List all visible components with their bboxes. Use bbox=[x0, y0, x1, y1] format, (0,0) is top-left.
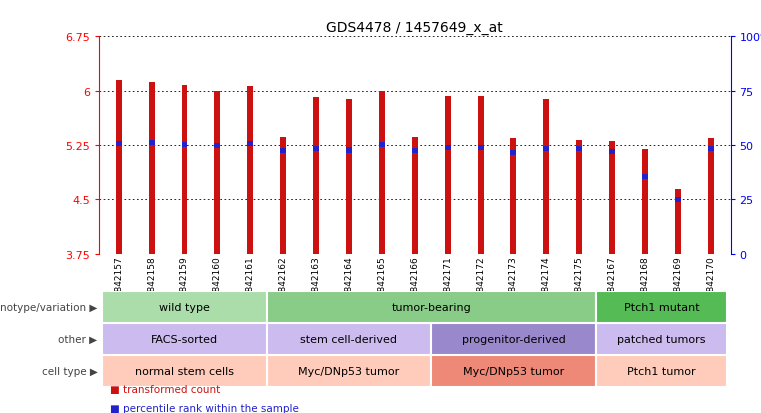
Bar bbox=[511, 150, 517, 155]
Text: Myc/DNp53 tumor: Myc/DNp53 tumor bbox=[298, 366, 400, 376]
Bar bbox=[215, 92, 221, 254]
Bar bbox=[102, 291, 266, 323]
Bar bbox=[708, 147, 714, 152]
Text: ■ transformed count: ■ transformed count bbox=[110, 384, 221, 394]
Bar bbox=[280, 149, 286, 154]
Bar bbox=[576, 140, 582, 254]
Text: stem cell-derived: stem cell-derived bbox=[301, 334, 397, 344]
Bar bbox=[444, 97, 451, 254]
Bar bbox=[215, 144, 221, 149]
Text: other ▶: other ▶ bbox=[59, 334, 97, 344]
Text: patched tumors: patched tumors bbox=[617, 334, 705, 344]
Bar bbox=[675, 190, 681, 254]
Bar bbox=[313, 98, 319, 254]
Bar bbox=[346, 100, 352, 254]
Bar bbox=[148, 83, 154, 254]
Bar bbox=[478, 97, 483, 254]
Bar bbox=[596, 291, 728, 323]
Text: tumor-bearing: tumor-bearing bbox=[391, 302, 471, 312]
Bar bbox=[642, 174, 648, 179]
Bar bbox=[596, 355, 728, 387]
Bar bbox=[412, 138, 418, 254]
Bar bbox=[313, 147, 319, 152]
Text: genotype/variation ▶: genotype/variation ▶ bbox=[0, 302, 97, 312]
Bar bbox=[148, 140, 154, 145]
Bar bbox=[102, 323, 266, 355]
Bar bbox=[543, 100, 549, 254]
Text: normal stem cells: normal stem cells bbox=[135, 366, 234, 376]
Bar bbox=[266, 355, 431, 387]
Bar bbox=[642, 150, 648, 254]
Bar bbox=[247, 86, 253, 254]
Bar bbox=[266, 323, 431, 355]
Bar bbox=[609, 150, 615, 154]
Bar bbox=[431, 355, 596, 387]
Bar bbox=[412, 149, 418, 154]
Bar bbox=[609, 142, 615, 254]
Bar bbox=[379, 91, 385, 254]
Bar bbox=[266, 291, 596, 323]
Bar bbox=[247, 142, 253, 147]
Text: Ptch1 mutant: Ptch1 mutant bbox=[624, 302, 699, 312]
Bar bbox=[708, 138, 714, 254]
Bar bbox=[444, 145, 451, 150]
Text: wild type: wild type bbox=[159, 302, 210, 312]
Text: ■ percentile rank within the sample: ■ percentile rank within the sample bbox=[110, 404, 299, 413]
Title: GDS4478 / 1457649_x_at: GDS4478 / 1457649_x_at bbox=[326, 21, 503, 35]
Bar bbox=[675, 197, 681, 202]
Bar bbox=[102, 355, 266, 387]
Text: progenitor-derived: progenitor-derived bbox=[462, 334, 565, 344]
Text: Ptch1 tumor: Ptch1 tumor bbox=[627, 366, 696, 376]
Text: cell type ▶: cell type ▶ bbox=[42, 366, 97, 376]
Bar bbox=[346, 148, 352, 153]
Bar bbox=[379, 143, 385, 148]
Bar bbox=[182, 85, 187, 254]
Bar bbox=[511, 138, 517, 254]
Bar bbox=[116, 81, 122, 254]
Text: Myc/DNp53 tumor: Myc/DNp53 tumor bbox=[463, 366, 564, 376]
Bar bbox=[280, 138, 286, 254]
Bar bbox=[543, 147, 549, 152]
Bar bbox=[576, 147, 582, 152]
Bar bbox=[478, 145, 483, 150]
Bar bbox=[596, 323, 728, 355]
Bar bbox=[431, 323, 596, 355]
Text: FACS-sorted: FACS-sorted bbox=[151, 334, 218, 344]
Bar bbox=[116, 142, 122, 147]
Bar bbox=[182, 143, 187, 148]
